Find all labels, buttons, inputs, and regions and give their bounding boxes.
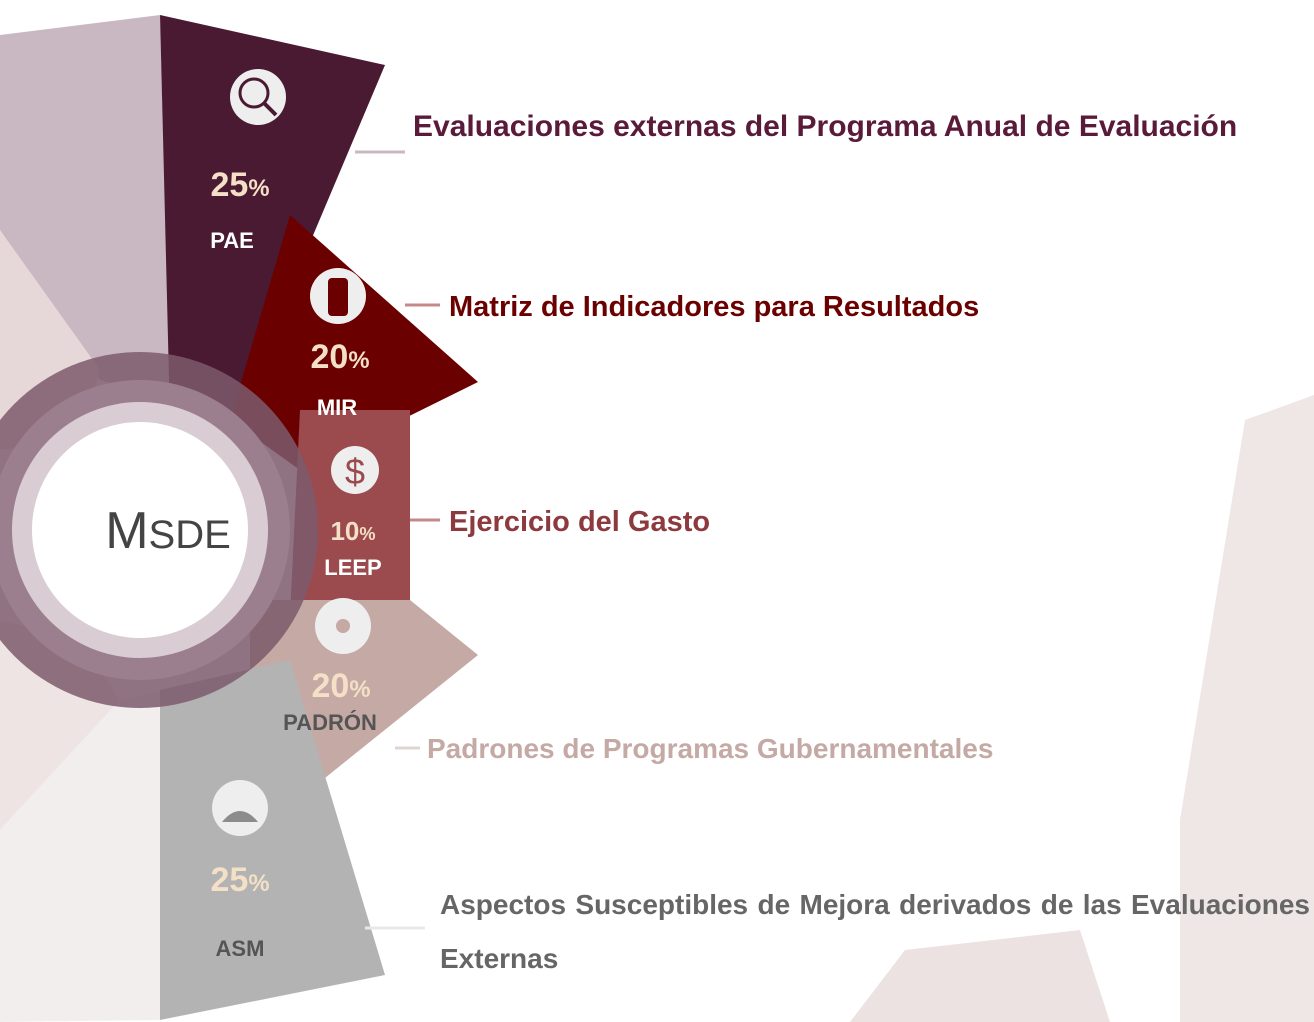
percent-value: 25 bbox=[211, 861, 249, 899]
mir-wedge bbox=[230, 215, 478, 470]
icon bbox=[212, 780, 268, 836]
percent-label: 10% bbox=[330, 516, 375, 546]
percent-value: 20 bbox=[311, 338, 349, 376]
percent-label: 25% bbox=[211, 166, 270, 204]
icon bbox=[230, 69, 286, 125]
icon bbox=[262, 101, 278, 117]
icon bbox=[222, 811, 258, 822]
percent-label: 20% bbox=[312, 667, 371, 705]
segment-description: Ejercicio del Gasto bbox=[449, 506, 711, 538]
segment-description: Matriz de Indicadores para Resultados bbox=[449, 291, 980, 323]
percent-unit: % bbox=[359, 524, 375, 544]
segment-code: PAE bbox=[210, 228, 254, 253]
percent-label: 25% bbox=[211, 861, 270, 899]
segment-code: MIR bbox=[317, 395, 357, 420]
percent-unit: % bbox=[248, 870, 269, 897]
percent-label: 20% bbox=[311, 338, 370, 376]
percent-unit: % bbox=[248, 175, 269, 202]
segment-code: PADRÓN bbox=[283, 710, 377, 735]
bg-wedge bbox=[0, 15, 170, 400]
center-label: MSDE bbox=[105, 502, 231, 560]
segment-code: LEEP bbox=[324, 555, 381, 580]
segment-description: Aspectos Susceptibles de Mejora derivado… bbox=[440, 889, 1310, 974]
percent-value: 10 bbox=[330, 516, 359, 546]
segment-description: Evaluaciones externas del Programa Anual… bbox=[413, 110, 1238, 143]
icon bbox=[331, 446, 379, 494]
segment-labels: 25% PAE 20% MIR 10% LEEP 20% PADRÓN 25% ASM bbox=[210, 166, 382, 961]
bg-wedge bbox=[0, 690, 165, 1022]
percent-value: 25 bbox=[211, 166, 249, 204]
center-disc bbox=[32, 422, 248, 638]
icon bbox=[328, 278, 348, 316]
segment-description: Padrones de Programas Gubernamentales bbox=[427, 733, 994, 764]
icon bbox=[336, 619, 350, 633]
percent-unit: % bbox=[348, 347, 369, 374]
pae-wedge bbox=[160, 15, 385, 420]
segment-code: ASM bbox=[216, 936, 265, 961]
icon bbox=[238, 77, 270, 109]
percent-value: 20 bbox=[312, 667, 350, 705]
connectors bbox=[355, 150, 440, 930]
asm-wedge bbox=[160, 660, 385, 1020]
bg-shape bbox=[850, 930, 1110, 1022]
percent-unit: % bbox=[349, 676, 370, 703]
leep-wedge bbox=[290, 410, 410, 615]
icon: $ bbox=[345, 451, 365, 492]
icons: $ bbox=[212, 69, 379, 836]
bg-shape bbox=[1180, 395, 1314, 1022]
